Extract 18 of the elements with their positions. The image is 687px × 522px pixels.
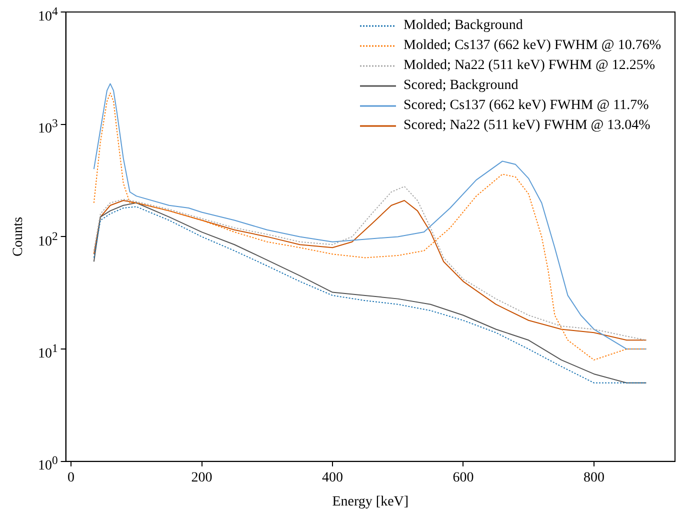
- legend-label: Scored; Cs137 (662 keV) FWHM @ 11.7%: [404, 97, 649, 115]
- y-tick-label: 10$^{4}$: [38, 4, 58, 27]
- x-tick-label: 800: [583, 470, 604, 486]
- y-tick-label: 10$^{1}$: [38, 341, 58, 364]
- legend-label: Molded; Na22 (511 keV) FWHM @ 12.25%: [404, 57, 656, 75]
- legend-label: Molded; Cs137 (662 keV) FWHM @ 10.76%: [404, 37, 661, 55]
- y-tick-label: 10$^{3}$: [38, 116, 58, 139]
- y-tick-label: 10$^{2}$: [38, 228, 58, 252]
- x-tick-label: 0: [68, 470, 75, 486]
- legend-label: Scored; Na22 (511 keV) FWHM @ 13.04%: [404, 117, 650, 135]
- x-axis-title: Energy [keV]: [332, 494, 409, 510]
- x-tick-label: 600: [452, 470, 474, 486]
- y-axis-title: Counts: [11, 216, 26, 257]
- y-tick-label: 10$^{0}$: [38, 453, 58, 476]
- legend-label: Molded; Background: [404, 17, 523, 35]
- legend-label: Scored; Background: [404, 77, 518, 95]
- x-tick-label: 400: [322, 470, 343, 486]
- x-tick-label: 200: [191, 470, 212, 486]
